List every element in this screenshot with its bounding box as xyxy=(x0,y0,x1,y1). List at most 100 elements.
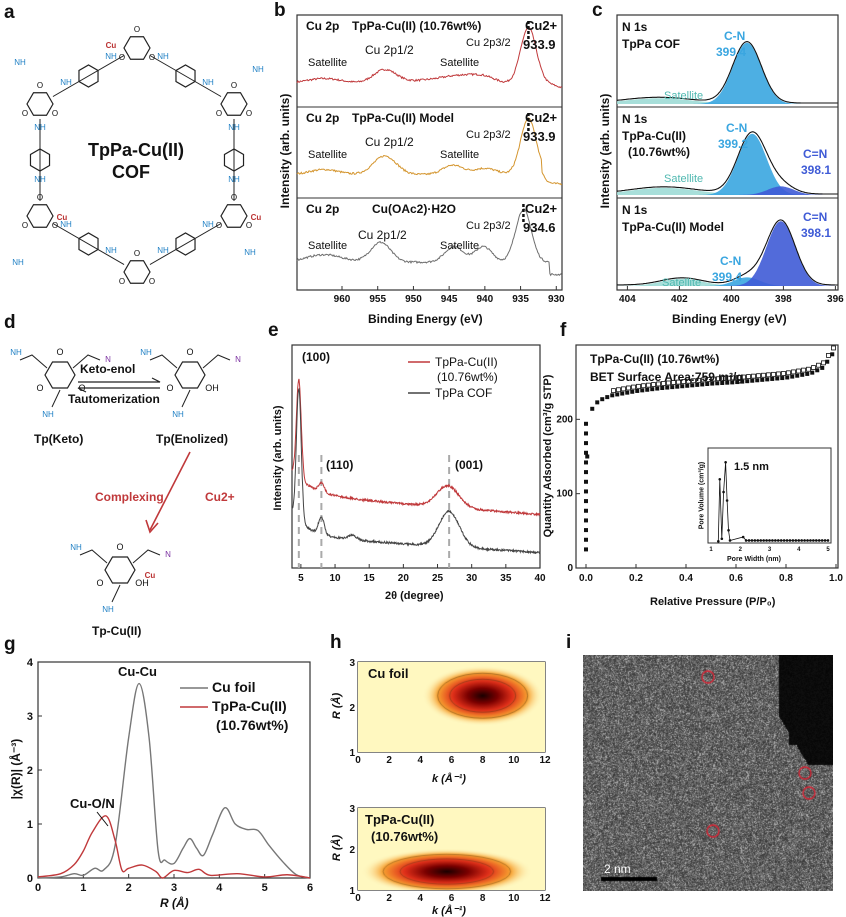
h-top-xlabel: k (Å⁻¹) xyxy=(432,773,466,785)
imine-label: N xyxy=(235,355,241,364)
terminal-amine-label: NH xyxy=(244,248,256,257)
amine-label: NH xyxy=(60,78,72,87)
adsorption-point xyxy=(584,508,588,513)
pore-distribution-point xyxy=(756,539,760,542)
node-bg xyxy=(25,89,56,119)
adsorption-point xyxy=(770,376,775,381)
element-label: N 1s xyxy=(622,20,648,34)
adsorption-point xyxy=(610,393,615,398)
cu2p12-label: Cu 2p1/2 xyxy=(365,43,414,57)
desorption-point xyxy=(686,378,691,384)
f-ytick-label: 0 xyxy=(567,563,573,574)
pore-distribution-point xyxy=(725,499,729,502)
tp-keto-label: Tp(Keto) xyxy=(34,432,84,446)
panel-label-e: e xyxy=(268,320,279,341)
desorption-point xyxy=(701,377,706,383)
desorption-point xyxy=(811,365,816,370)
satellite-label: Satellite xyxy=(440,240,480,252)
tp-ring xyxy=(104,556,136,584)
adsorption-point xyxy=(725,380,730,385)
b-xtick-label: 940 xyxy=(477,294,494,305)
adsorption-point xyxy=(710,381,715,386)
pore-distribution-point xyxy=(744,539,748,542)
adsorption-point xyxy=(640,388,645,393)
desorption-point xyxy=(666,380,671,386)
adsorption-point xyxy=(735,380,740,385)
h-ytick-label: 2 xyxy=(349,703,355,714)
desorption-point xyxy=(776,371,781,377)
e-xtick-label: 35 xyxy=(500,573,512,584)
adsorption-point xyxy=(700,382,705,387)
oxygen-label: O xyxy=(134,25,140,34)
h-xtick-label: 12 xyxy=(539,755,551,766)
side-arm xyxy=(72,354,101,369)
desorption-point xyxy=(726,375,731,381)
c-xtick-label: 398 xyxy=(775,294,792,305)
pore-distribution-point xyxy=(765,539,768,542)
oxygen-label: O xyxy=(186,347,193,357)
inset-xlabel: Pore Width (nm) xyxy=(727,556,781,563)
pore-distribution-point xyxy=(776,539,780,542)
g-xtick-label: 3 xyxy=(171,882,177,894)
legend-g-2b: (10.76wt%) xyxy=(216,717,289,733)
sample-label: TpPa-Cu(II) Model xyxy=(622,220,724,234)
amine-label: NH xyxy=(202,220,214,229)
adsorption-point xyxy=(800,372,805,377)
complexing-label: Complexing xyxy=(95,490,164,504)
amine-label: NH xyxy=(34,123,46,132)
h-ytick-label: 1 xyxy=(349,886,355,897)
satellite-label: Satellite xyxy=(308,149,348,161)
element-label: Cu 2p xyxy=(306,111,340,125)
c-xtick-label: 404 xyxy=(619,294,636,305)
element-label: N 1s xyxy=(622,203,648,217)
desorption-point xyxy=(671,380,676,385)
tp-ring xyxy=(174,361,206,389)
n1s-component-0 xyxy=(617,98,838,104)
desorption-point xyxy=(816,362,821,368)
pore-distribution-point xyxy=(779,539,783,542)
pore-distribution-point xyxy=(774,539,777,542)
oxygen-label: O xyxy=(134,249,140,258)
oxygen-label: O xyxy=(216,221,222,230)
n1s-envelope xyxy=(617,219,838,286)
desorption-point xyxy=(616,387,621,393)
pore-distribution-point xyxy=(724,460,727,464)
cn-label: C-N xyxy=(726,121,748,135)
e-xtick-label: 25 xyxy=(432,573,444,584)
peak-value: 933.9 xyxy=(523,129,556,144)
adsorption-point xyxy=(615,392,620,397)
desorption-point xyxy=(676,379,681,385)
e-ylabel: Intensity (arb. units) xyxy=(272,405,284,511)
adsorption-point xyxy=(584,460,588,465)
desorption-point xyxy=(756,373,761,379)
h-xtick-label: 4 xyxy=(418,755,424,766)
pore-distribution-point xyxy=(753,539,757,542)
b-xtick-label: 945 xyxy=(441,294,458,305)
phenyl-linker-ring xyxy=(175,232,196,256)
g-xtick-label: 6 xyxy=(307,882,313,894)
adsorption-point xyxy=(720,380,725,385)
satellite-label: Satellite xyxy=(308,57,348,69)
f-ytick-label: 100 xyxy=(556,489,573,500)
tp-node-ring xyxy=(123,260,151,284)
xrd-tppa-cu xyxy=(291,378,541,517)
satellite-label: Satellite xyxy=(664,90,704,102)
pore-distribution-point xyxy=(823,539,827,542)
adsorption-point xyxy=(584,450,588,455)
tp-node-ring xyxy=(220,204,248,228)
b-xlabel: Binding Energy (eV) xyxy=(368,312,483,326)
framework-bond xyxy=(136,215,235,273)
oxygen-label: O xyxy=(96,578,103,588)
desorption-point xyxy=(696,377,701,383)
panel-label-g: g xyxy=(4,634,16,655)
e-xtick-label: 10 xyxy=(329,573,341,584)
cof-title: TpPa-Cu(II) xyxy=(88,140,184,160)
haadf-stem-image xyxy=(583,655,833,891)
c-xtick-label: 400 xyxy=(723,294,740,305)
complexing-arrowhead xyxy=(145,519,159,534)
copper-label: Cu xyxy=(57,213,68,222)
adsorption-point xyxy=(584,441,588,446)
g-xtick-label: 0 xyxy=(35,882,41,894)
oxygen-label: O xyxy=(119,53,125,62)
